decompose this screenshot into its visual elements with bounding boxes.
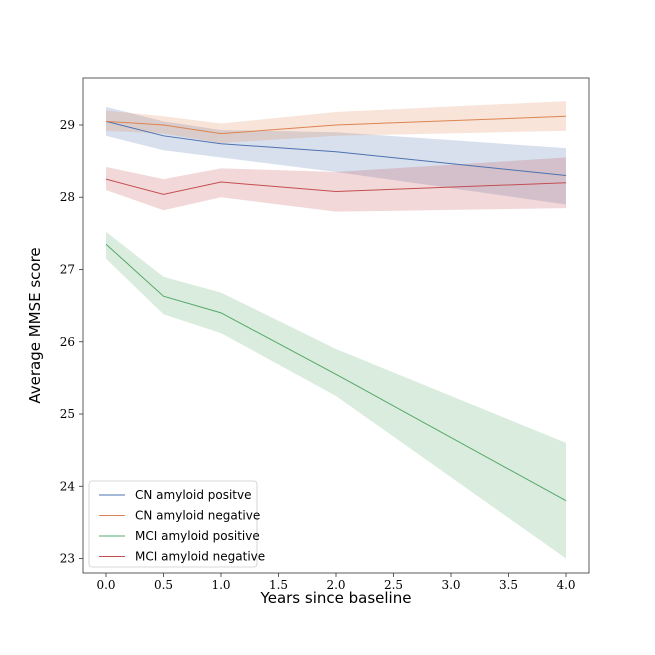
y-tick-label: 28	[60, 190, 75, 204]
y-tick-label: 24	[60, 479, 76, 493]
legend-label: CN amyloid negative	[135, 509, 260, 523]
confidence-band-3	[106, 157, 566, 212]
x-axis-ticks: 0.0 0.5 1.0 1.5 2.0 2.5 3.0 3.5 4.0	[96, 573, 576, 592]
confidence-band-2	[106, 231, 566, 559]
series-lines	[105, 115, 567, 502]
series-line-0	[105, 120, 567, 177]
legend-label: MCI amyloid negative	[135, 550, 265, 564]
legend-box	[88, 480, 258, 568]
y-tick-label: 27	[60, 262, 75, 276]
x-tick-label: 3.5	[499, 578, 518, 592]
series-line-2	[105, 243, 567, 502]
x-tick-label: 2.5	[384, 578, 403, 592]
legend: CN amyloid positve CN amyloid negative MCI…	[88, 480, 265, 568]
legend-label: MCI amyloid positive	[135, 529, 260, 543]
x-tick-label: 0.5	[154, 578, 173, 592]
legend-label: CN amyloid positve	[135, 488, 252, 502]
x-axis-title: Years since baseline	[260, 589, 412, 607]
y-axis-title: Average MMSE score	[26, 247, 44, 403]
y-tick-label: 29	[60, 118, 75, 132]
series-line-3	[105, 178, 567, 195]
x-tick-label: 3.0	[441, 578, 460, 592]
x-tick-label: 1.0	[211, 578, 230, 592]
y-tick-label: 25	[60, 407, 75, 421]
x-tick-label: 4.0	[556, 578, 575, 592]
confidence-bands	[106, 101, 566, 559]
x-tick-label: 1.5	[269, 578, 288, 592]
y-tick-label: 23	[60, 552, 75, 566]
y-tick-label: 26	[60, 335, 75, 349]
y-axis-ticks: 23 24 25 26 27 28 29	[60, 118, 83, 566]
x-tick-label: 0.0	[96, 578, 115, 592]
x-tick-label: 2.0	[326, 578, 345, 592]
series-line-1	[105, 115, 567, 135]
confidence-band-0	[106, 106, 566, 205]
confidence-band-1	[106, 101, 566, 144]
